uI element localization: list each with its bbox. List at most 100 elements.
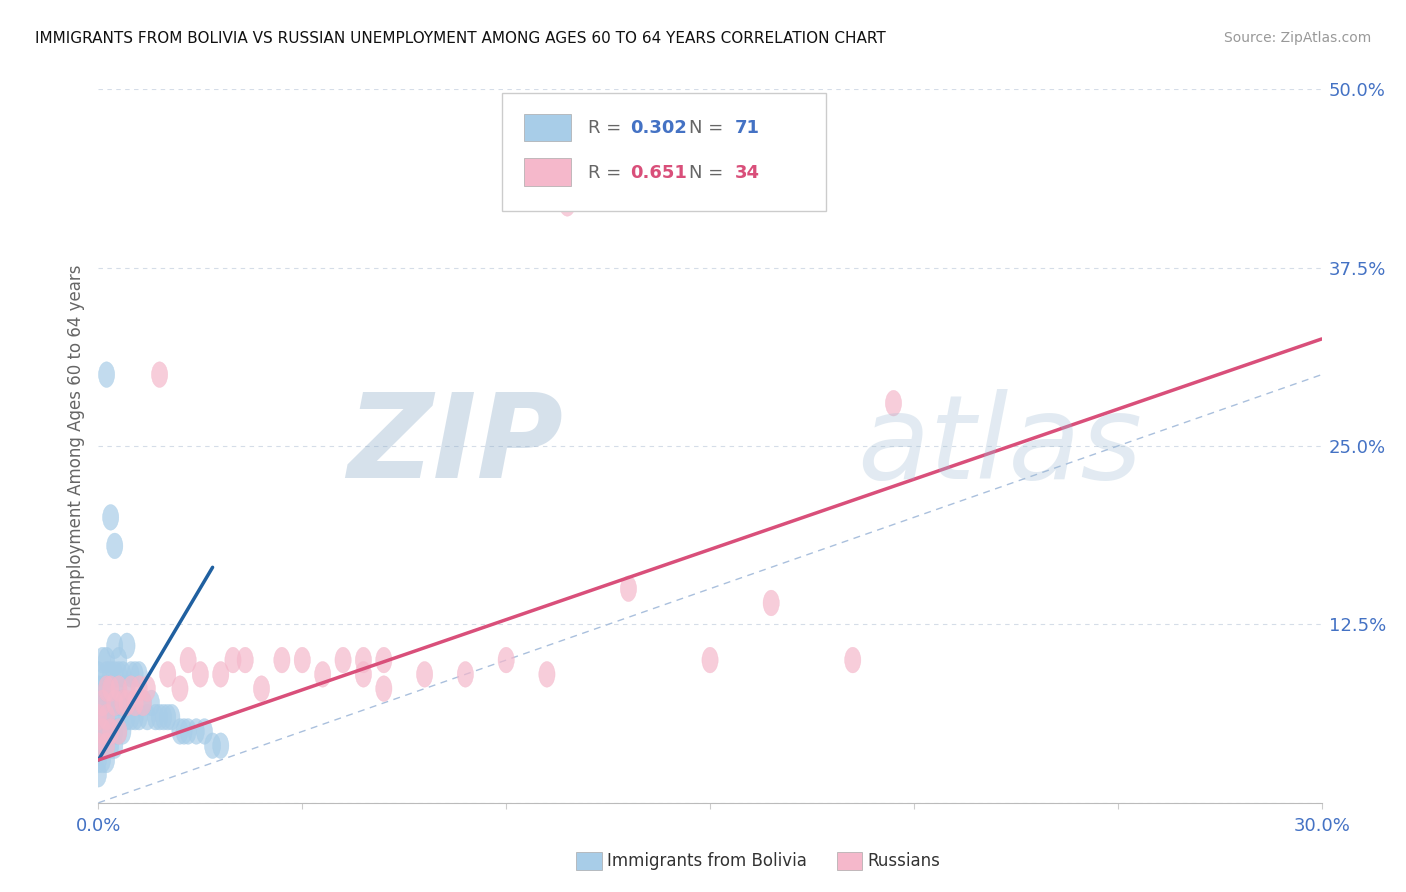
Ellipse shape [115,690,131,715]
Text: 71: 71 [734,120,759,137]
Ellipse shape [131,662,148,687]
Ellipse shape [98,747,115,772]
Ellipse shape [107,633,122,658]
Ellipse shape [176,719,193,744]
Ellipse shape [620,576,637,601]
Ellipse shape [90,676,107,701]
Ellipse shape [103,719,120,744]
Ellipse shape [103,733,120,758]
Text: IMMIGRANTS FROM BOLIVIA VS RUSSIAN UNEMPLOYMENT AMONG AGES 60 TO 64 YEARS CORREL: IMMIGRANTS FROM BOLIVIA VS RUSSIAN UNEMP… [35,31,886,46]
Ellipse shape [115,719,131,744]
Ellipse shape [111,690,127,715]
Ellipse shape [103,705,120,730]
Text: atlas: atlas [856,389,1142,503]
Ellipse shape [127,690,143,715]
Ellipse shape [212,733,229,758]
Ellipse shape [94,648,111,673]
Ellipse shape [180,648,197,673]
Ellipse shape [103,676,120,701]
Text: Source: ZipAtlas.com: Source: ZipAtlas.com [1223,31,1371,45]
Ellipse shape [111,676,127,701]
Ellipse shape [886,391,901,416]
Ellipse shape [152,362,167,387]
Ellipse shape [111,662,127,687]
Ellipse shape [107,690,122,715]
Ellipse shape [90,719,107,744]
Ellipse shape [90,690,107,715]
Bar [524,114,571,141]
Ellipse shape [103,676,120,701]
Ellipse shape [457,662,474,687]
Ellipse shape [98,362,115,387]
Ellipse shape [120,705,135,730]
Text: ZIP: ZIP [347,389,564,503]
Ellipse shape [98,705,115,730]
Ellipse shape [90,733,107,758]
Ellipse shape [335,648,352,673]
Ellipse shape [111,719,127,744]
Ellipse shape [122,662,139,687]
Ellipse shape [253,676,270,701]
Ellipse shape [94,705,111,730]
Ellipse shape [90,733,107,758]
Ellipse shape [135,690,152,715]
Ellipse shape [356,662,371,687]
Ellipse shape [148,705,163,730]
Ellipse shape [197,719,212,744]
Ellipse shape [115,690,131,715]
Ellipse shape [94,676,111,701]
Ellipse shape [498,648,515,673]
Ellipse shape [103,505,120,530]
Ellipse shape [193,662,208,687]
Ellipse shape [98,648,115,673]
Ellipse shape [103,662,120,687]
Ellipse shape [156,705,172,730]
Ellipse shape [127,705,143,730]
Ellipse shape [111,676,127,701]
Ellipse shape [172,719,188,744]
Ellipse shape [238,648,253,673]
Ellipse shape [107,690,122,715]
Text: R =: R = [588,120,627,137]
Ellipse shape [204,733,221,758]
Ellipse shape [152,705,167,730]
FancyBboxPatch shape [502,93,827,211]
Text: 0.651: 0.651 [630,164,688,182]
Ellipse shape [274,648,290,673]
Text: R =: R = [588,164,627,182]
Ellipse shape [107,533,122,558]
Y-axis label: Unemployment Among Ages 60 to 64 years: Unemployment Among Ages 60 to 64 years [66,264,84,628]
Ellipse shape [94,690,111,715]
Ellipse shape [180,719,197,744]
Ellipse shape [416,662,433,687]
Ellipse shape [98,676,115,701]
Ellipse shape [143,690,160,715]
Ellipse shape [122,676,139,701]
Ellipse shape [103,690,120,715]
Ellipse shape [188,719,204,744]
Ellipse shape [94,690,111,715]
Ellipse shape [375,676,392,701]
Ellipse shape [763,591,779,615]
Ellipse shape [94,719,111,744]
Ellipse shape [294,648,311,673]
Ellipse shape [98,733,115,758]
Ellipse shape [98,662,115,687]
Ellipse shape [131,676,148,701]
Ellipse shape [120,676,135,701]
Ellipse shape [131,705,148,730]
Ellipse shape [160,662,176,687]
Text: Immigrants from Bolivia: Immigrants from Bolivia [607,852,807,870]
Ellipse shape [375,648,392,673]
Ellipse shape [90,762,107,787]
Ellipse shape [560,191,575,216]
Ellipse shape [111,719,127,744]
Text: Russians: Russians [868,852,941,870]
Ellipse shape [107,733,122,758]
Ellipse shape [98,719,115,744]
Ellipse shape [160,705,176,730]
Ellipse shape [127,662,143,687]
Ellipse shape [212,662,229,687]
Ellipse shape [538,662,555,687]
Ellipse shape [98,733,115,758]
